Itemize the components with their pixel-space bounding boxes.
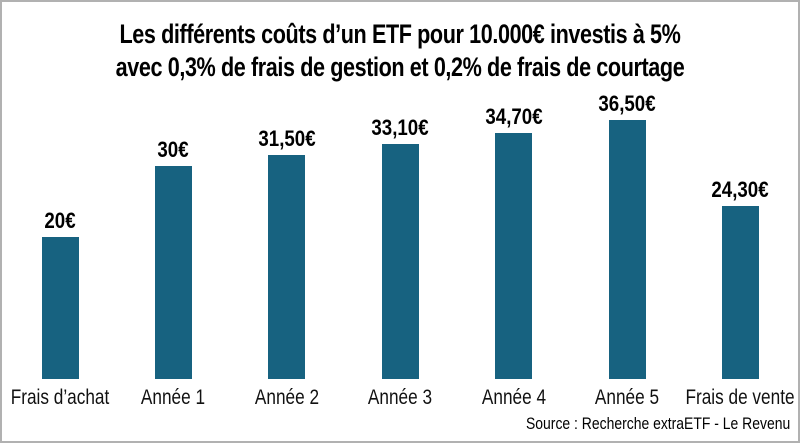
bar (41, 237, 79, 379)
category-label: Année 4 (481, 386, 546, 409)
category-label: Année 1 (141, 386, 206, 409)
bar (721, 206, 759, 379)
chart-title-line2: avec 0,3% de frais de gestion et 0,2% de… (115, 52, 685, 82)
category-label: Année 5 (594, 386, 660, 409)
bar (608, 120, 646, 379)
source-credit: Source : Recherche extraETF - Le Revenu (525, 414, 790, 433)
category-label: Frais de vente (685, 386, 795, 409)
category-label: Frais d’achat (10, 386, 110, 409)
category-label: Année 2 (254, 386, 319, 409)
bar-value-label: 20€ (44, 208, 76, 233)
category-label: Année 3 (368, 386, 433, 409)
bar (495, 133, 533, 379)
bar (154, 166, 192, 379)
bar-value-label: 31,50€ (258, 126, 316, 151)
bar-value-label: 33,10€ (371, 115, 429, 140)
bar-value-label: 30€ (157, 137, 189, 162)
bar (268, 155, 306, 379)
chart-title: Les différents coûts d’un ETF pour 10.00… (82, 18, 719, 84)
bar-value-label: 36,50€ (598, 91, 656, 116)
chart-title-line1: Les différents coûts d’un ETF pour 10.00… (119, 19, 681, 49)
bar (381, 144, 419, 379)
bar-value-label: 24,30€ (711, 177, 769, 202)
bar-value-label: 34,70€ (484, 104, 543, 129)
